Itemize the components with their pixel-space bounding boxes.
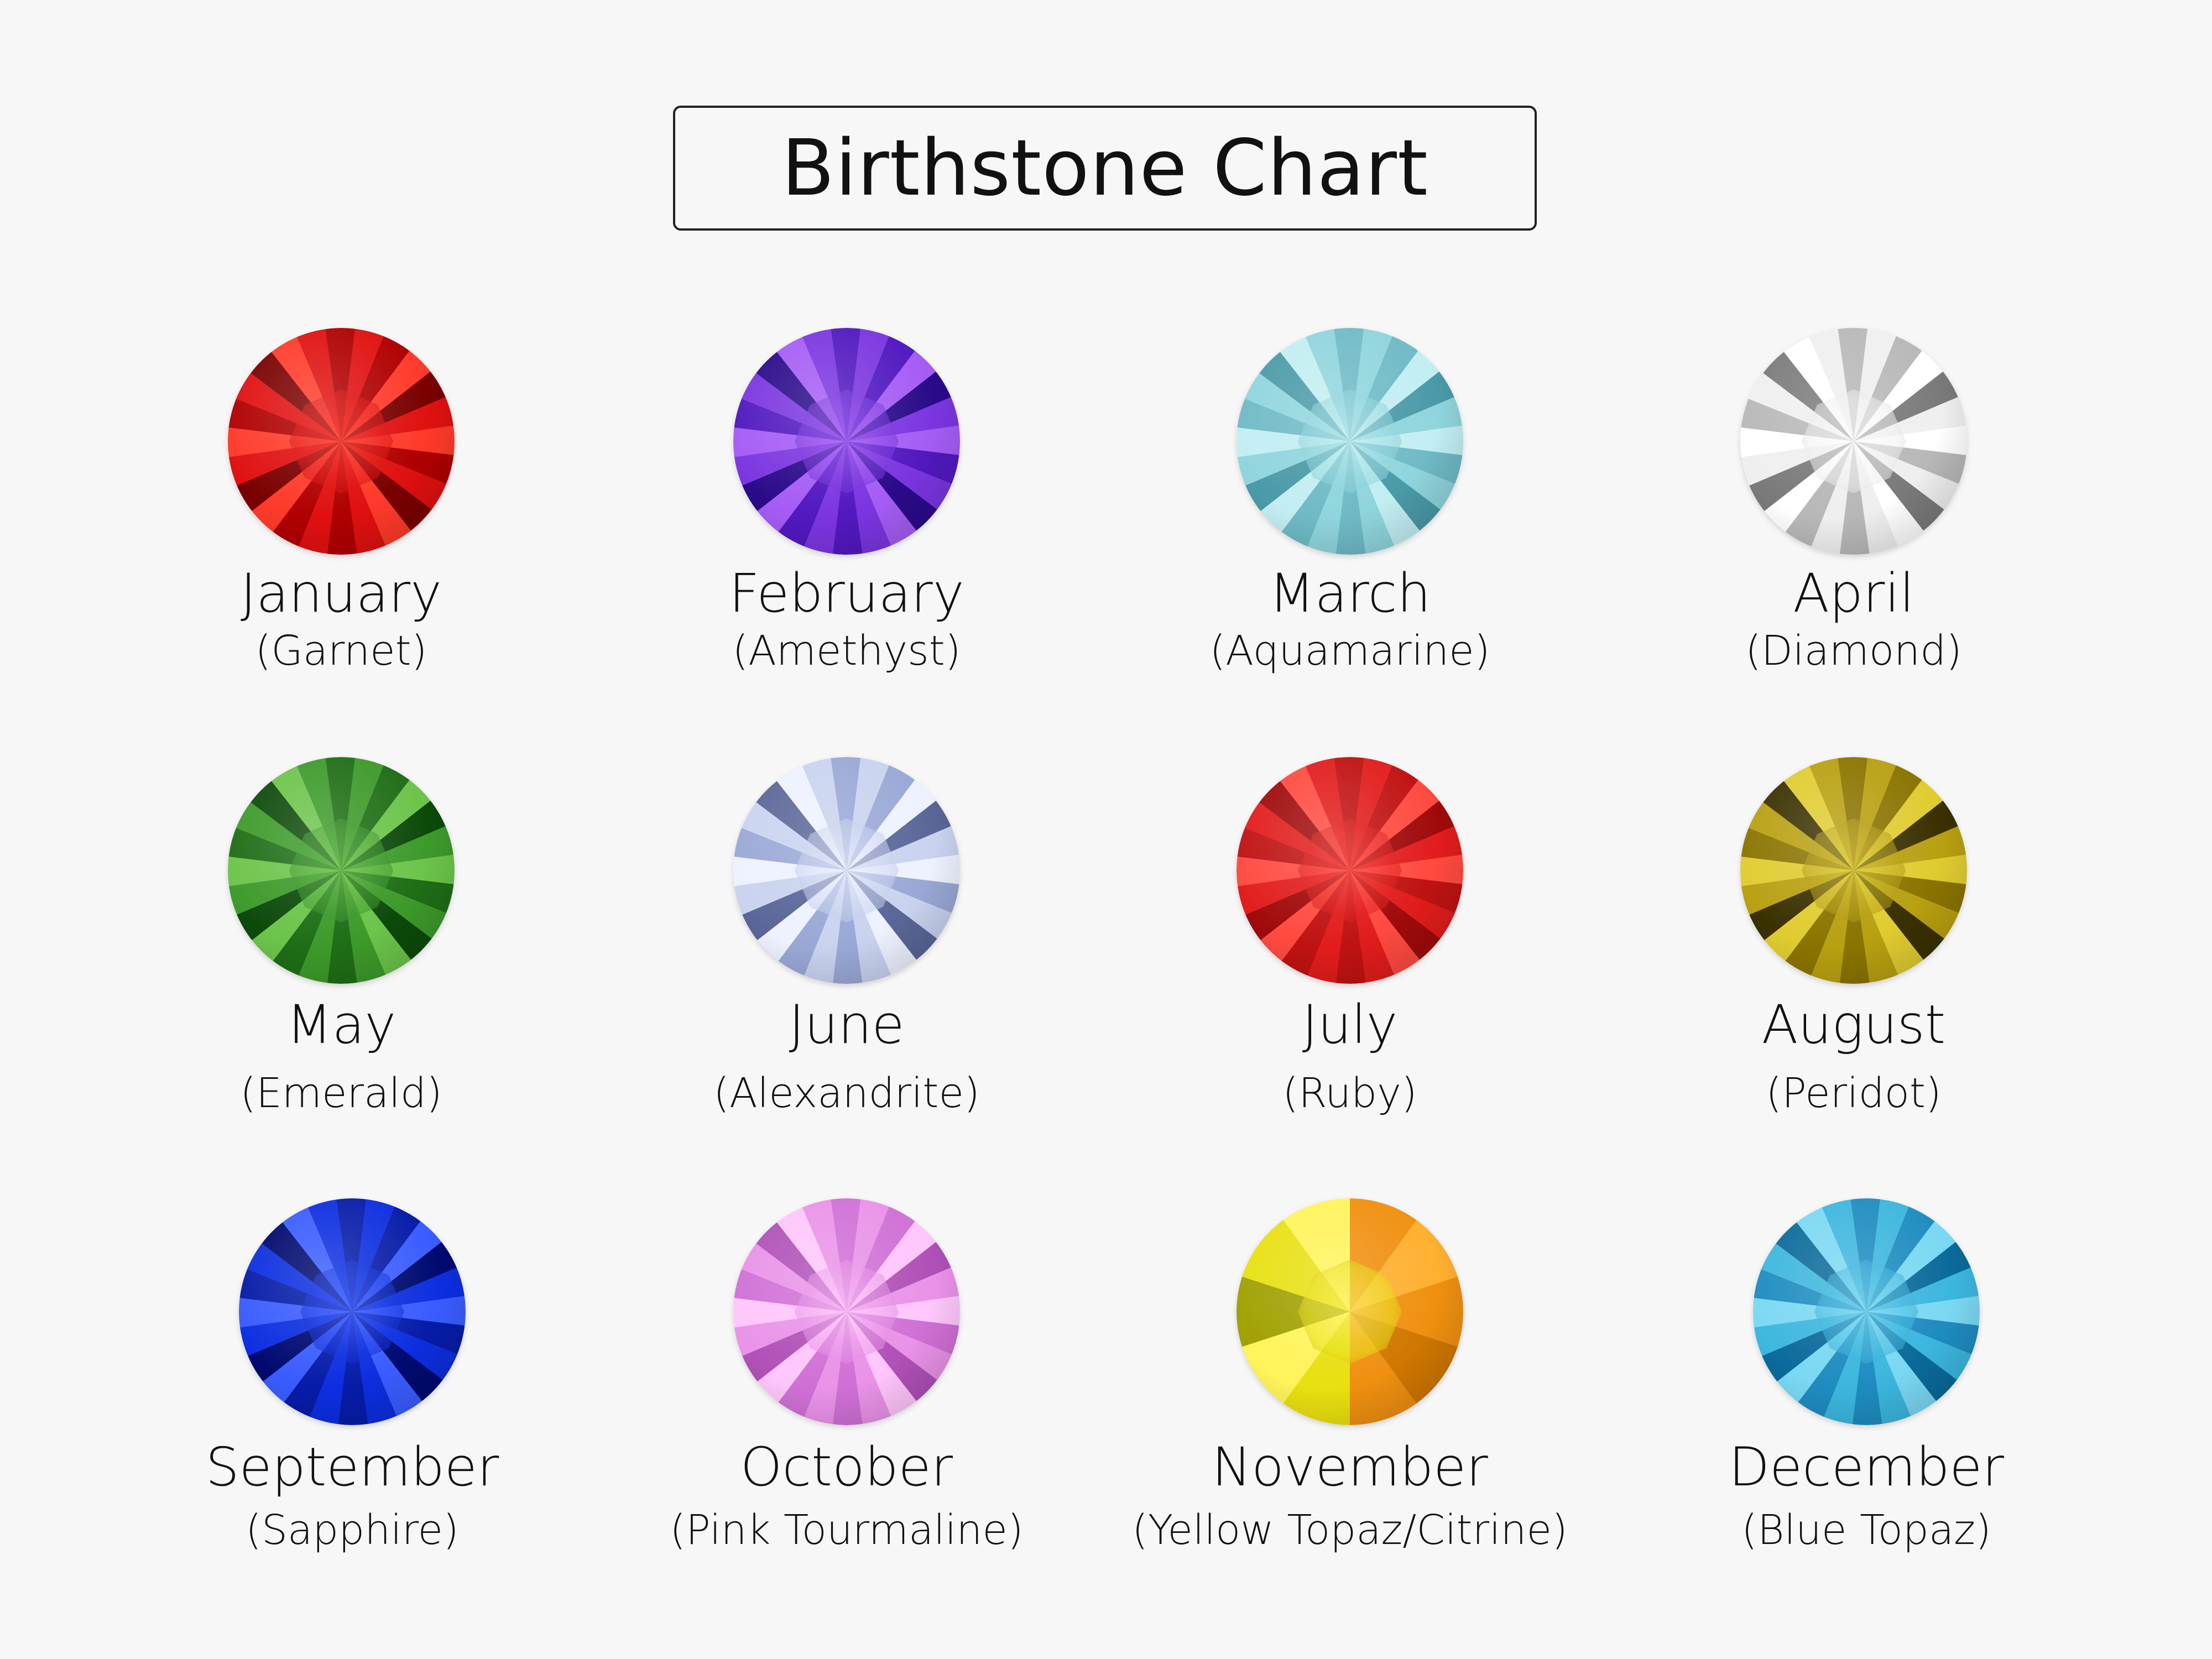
gem-table-facet (289, 818, 394, 923)
gem-table-facet (1297, 1259, 1402, 1364)
gem-table-facet (300, 1259, 405, 1364)
stone-label: (Aquamarine) (1209, 627, 1490, 675)
month-label: March (1269, 562, 1431, 624)
stone-label: (Amethyst) (732, 627, 961, 675)
gem-table-facet (1297, 389, 1402, 494)
stone-label: (Sapphire) (246, 1506, 459, 1554)
gem-shading (733, 757, 960, 984)
gem-april (1740, 328, 1967, 555)
month-label: April (1793, 562, 1914, 624)
gem-october (733, 1198, 960, 1425)
stone-label: (Ruby) (1282, 1070, 1417, 1117)
gem-shading (1237, 1198, 1463, 1425)
gem-november (1237, 1198, 1463, 1425)
gem-shading (1237, 757, 1463, 984)
stone-label: (Pink Tourmaline) (670, 1506, 1024, 1554)
month-label: August (1761, 994, 1946, 1056)
gem-table-facet (289, 389, 394, 494)
title-box: Birthstone Chart (673, 106, 1537, 231)
month-label: June (789, 994, 905, 1056)
stone-label: (Garnet) (255, 627, 427, 675)
gem-shading (1237, 328, 1463, 555)
stone-label: (Peridot) (1766, 1070, 1942, 1117)
stone-label: (Diamond) (1745, 627, 1962, 675)
gem-table-facet (1297, 818, 1402, 923)
gem-june (733, 757, 960, 984)
gem-shading (733, 1198, 960, 1425)
stone-label: (Alexandrite) (713, 1070, 980, 1117)
gem-table-facet (1801, 818, 1906, 923)
gem-shading (1740, 757, 1967, 984)
page-title: Birthstone Chart (781, 123, 1428, 213)
gem-shading (1753, 1198, 1980, 1425)
stone-label: (Blue Topaz) (1741, 1506, 1991, 1554)
gem-march (1237, 328, 1463, 555)
gem-may (228, 757, 455, 984)
gem-august (1740, 757, 1967, 984)
month-label: February (729, 562, 964, 624)
gem-shading (228, 757, 455, 984)
gem-january (228, 328, 455, 555)
stone-label: (Yellow Topaz/Citrine) (1132, 1506, 1568, 1554)
gem-december (1753, 1198, 1980, 1425)
gem-shading (733, 328, 960, 555)
gem-shading (228, 328, 455, 555)
month-label: May (286, 994, 397, 1056)
month-label: November (1212, 1436, 1488, 1498)
stone-label: (Emerald) (240, 1070, 442, 1117)
month-label: December (1729, 1436, 2004, 1498)
gem-shading (1740, 328, 1967, 555)
gem-february (733, 328, 960, 555)
month-label: September (205, 1436, 499, 1498)
gem-table-facet (794, 818, 899, 923)
month-label: January (241, 562, 442, 624)
gem-table-facet (794, 389, 899, 494)
gem-table-facet (1801, 389, 1906, 494)
gem-july (1237, 757, 1463, 984)
month-label: October (740, 1436, 953, 1498)
gem-table-facet (1814, 1259, 1919, 1364)
gem-shading (239, 1198, 466, 1425)
gem-september (239, 1198, 466, 1425)
gem-table-facet (794, 1259, 899, 1364)
month-label: July (1302, 994, 1398, 1056)
